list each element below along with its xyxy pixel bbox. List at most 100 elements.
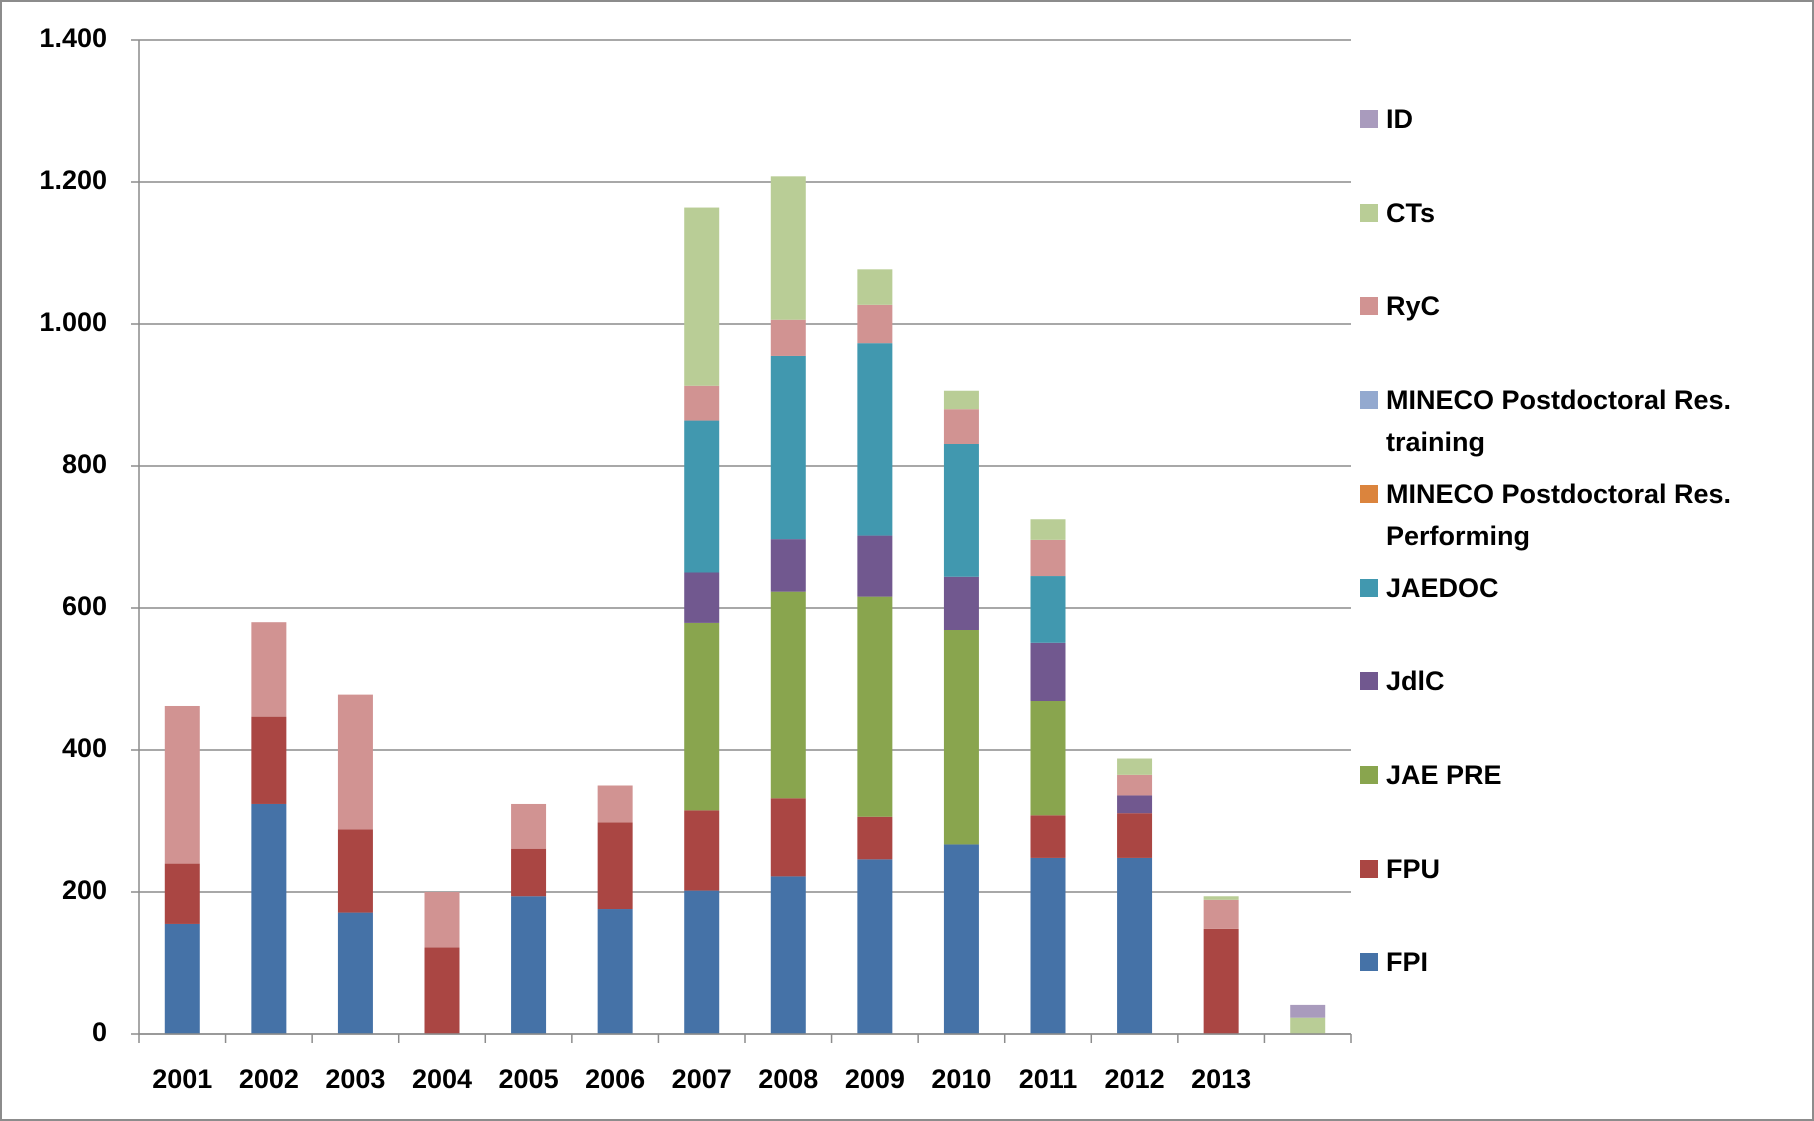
bar-segment [1117, 795, 1153, 814]
legend-item: FPI [1360, 941, 1780, 983]
bar-segment [770, 355, 806, 540]
bar-segment [857, 269, 893, 305]
bar-segment [1030, 642, 1066, 702]
y-tick-label: 1.400 [39, 23, 107, 53]
x-tick-label: 2010 [931, 1064, 991, 1094]
legend-item: JAE PRE [1360, 754, 1780, 796]
legend-label: JAE PRE [1386, 759, 1502, 790]
bar-segment [337, 694, 373, 830]
bar-segment [164, 863, 200, 924]
bar-segment [943, 390, 979, 410]
x-tick-label: 2001 [152, 1064, 212, 1094]
x-tick-label: 2012 [1105, 1064, 1165, 1094]
legend-swatch [1360, 297, 1378, 316]
bar-segment [251, 716, 287, 804]
bar-segment [943, 844, 979, 1034]
legend-item: MINECO Postdoctoral Res. training [1360, 379, 1780, 463]
bar-segment [857, 535, 893, 597]
bar-segment [770, 591, 806, 799]
bar-segment [943, 443, 979, 577]
x-tick-label: 2003 [325, 1064, 385, 1094]
y-tick-label: 600 [62, 591, 107, 621]
x-tick-label: 2011 [1019, 1064, 1078, 1094]
bar-segment [857, 343, 893, 536]
bar-segment [770, 319, 806, 356]
bar-segment [1290, 1004, 1326, 1018]
bar-segment [857, 596, 893, 817]
bar-segment [943, 576, 979, 631]
x-tick-label: 2013 [1191, 1064, 1251, 1094]
legend-item: CTs [1360, 192, 1780, 234]
legend-swatch [1360, 110, 1378, 128]
bar-segment [770, 876, 806, 1034]
y-tick-label: 400 [62, 733, 107, 763]
bar-segment [597, 909, 633, 1034]
legend-label: JdlC [1386, 666, 1445, 697]
bar-segment [424, 947, 460, 1034]
bar-segment [597, 822, 633, 910]
legend-swatch [1360, 672, 1378, 691]
x-tick-label: 2007 [672, 1064, 732, 1094]
x-tick-label: 2004 [412, 1064, 472, 1094]
y-tick-label: 1.200 [39, 165, 107, 195]
bar-segment [1203, 928, 1239, 1034]
bar-segment [1117, 758, 1153, 775]
legend-label: MINECO Postdoctoral Res. training [1386, 385, 1732, 458]
bar-segment [857, 859, 893, 1034]
bar-segment [1030, 701, 1066, 816]
legend-swatch [1360, 484, 1378, 503]
bar-segment [1030, 519, 1066, 540]
bar-segment [684, 810, 720, 891]
x-tick-label: 2008 [758, 1064, 818, 1094]
x-tick-label: 2009 [845, 1064, 905, 1094]
bar-segment [857, 816, 893, 860]
x-tick-label: 2005 [499, 1064, 559, 1094]
y-tick-label: 800 [62, 449, 107, 479]
bar-segment [1030, 815, 1066, 858]
bar-segment [337, 912, 373, 1034]
bar-segment [770, 176, 806, 320]
x-tick-label: 2002 [239, 1064, 299, 1094]
bar-segment [164, 923, 200, 1034]
y-tick-label: 1.000 [39, 307, 107, 337]
bar-segment [1203, 896, 1239, 900]
bar-segment [511, 896, 547, 1034]
legend-swatch [1360, 578, 1378, 597]
legend-swatch [1360, 859, 1378, 878]
bar-segment [164, 705, 200, 864]
bar-segment [597, 785, 633, 823]
bar-segment [251, 622, 287, 717]
legend-swatch [1360, 391, 1378, 410]
bar-segment [1117, 813, 1153, 858]
bar-segment [943, 409, 979, 444]
x-tick-label: 2006 [585, 1064, 645, 1094]
bar-segment [684, 385, 720, 421]
bar-segment [251, 803, 287, 1034]
legend-label: FPI [1386, 947, 1429, 978]
bar-segment [511, 803, 547, 849]
legend-item: ID [1360, 98, 1780, 140]
bar-segment [1203, 899, 1239, 929]
legend-label: JAEDOC [1386, 572, 1499, 603]
legend-label: MINECO Postdoctoral Res. Performing [1386, 478, 1732, 551]
bar-segment [770, 798, 806, 877]
legend-item: JAEDOC [1360, 567, 1780, 609]
legend-item: MINECO Postdoctoral Res. Performing [1360, 473, 1780, 557]
bar-segment [1290, 1017, 1326, 1034]
legend-label: RyC [1386, 291, 1441, 322]
legend-item: FPU [1360, 848, 1780, 890]
bar-segment [511, 848, 547, 897]
bar-segment [684, 622, 720, 811]
bar-segment [857, 304, 893, 344]
bar-segment [424, 892, 460, 948]
bar-segment [1117, 857, 1153, 1034]
bar-segment [770, 539, 806, 592]
legend-label: FPU [1386, 853, 1440, 884]
legend-item: JdlC [1360, 660, 1780, 702]
legend-swatch [1360, 953, 1378, 972]
bar-segment [1117, 774, 1153, 796]
bar-segment [337, 829, 373, 913]
